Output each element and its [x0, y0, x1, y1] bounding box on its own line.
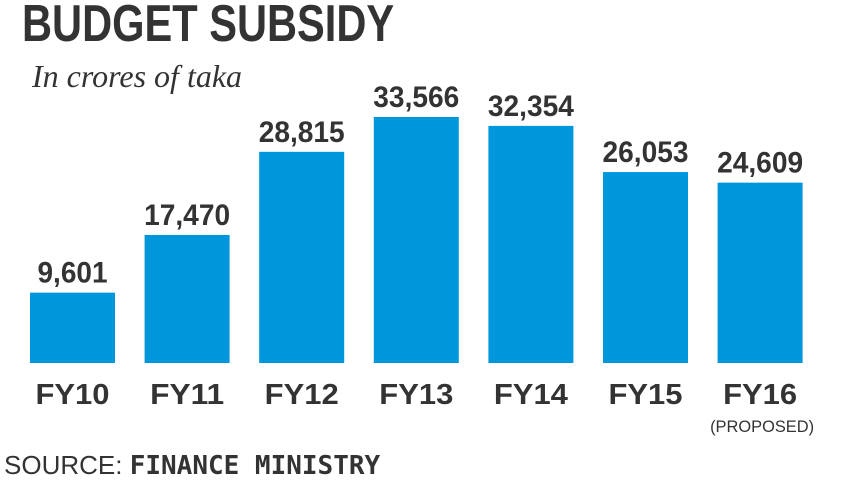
chart-title: BUDGET SUBSIDY: [22, 0, 395, 53]
source-line: SOURCE: FINANCE MINISTRY: [4, 450, 380, 481]
category-label: FY11: [150, 379, 224, 411]
source-prefix: SOURCE:: [4, 450, 123, 480]
category-label: FY14: [494, 379, 568, 411]
category-label: FY16: [723, 379, 797, 411]
category-label: FY13: [379, 379, 453, 411]
source-name: FINANCE MINISTRY: [129, 451, 381, 481]
bar-fy14: [488, 125, 574, 363]
bar-fy16: [717, 182, 803, 363]
category-note: (PROPOSED): [710, 417, 814, 436]
bar-fy15: [603, 172, 688, 363]
value-label: 17,470: [144, 199, 230, 232]
category-label: FY15: [609, 379, 683, 411]
bar-fy13: [373, 117, 459, 363]
category-label: FY10: [36, 379, 110, 411]
value-label: 28,815: [259, 116, 345, 149]
category-label: FY12: [265, 379, 339, 411]
value-label: 24,609: [717, 147, 803, 180]
chart-subtitle: In crores of taka: [32, 58, 243, 94]
bar-fy10: [30, 292, 115, 363]
value-label: 33,566: [373, 81, 459, 114]
bar-fy12: [259, 151, 345, 363]
value-label: 32,354: [488, 90, 574, 123]
value-label: 26,053: [603, 136, 689, 169]
bar-fy11: [144, 234, 230, 363]
value-label: 9,601: [38, 257, 108, 290]
